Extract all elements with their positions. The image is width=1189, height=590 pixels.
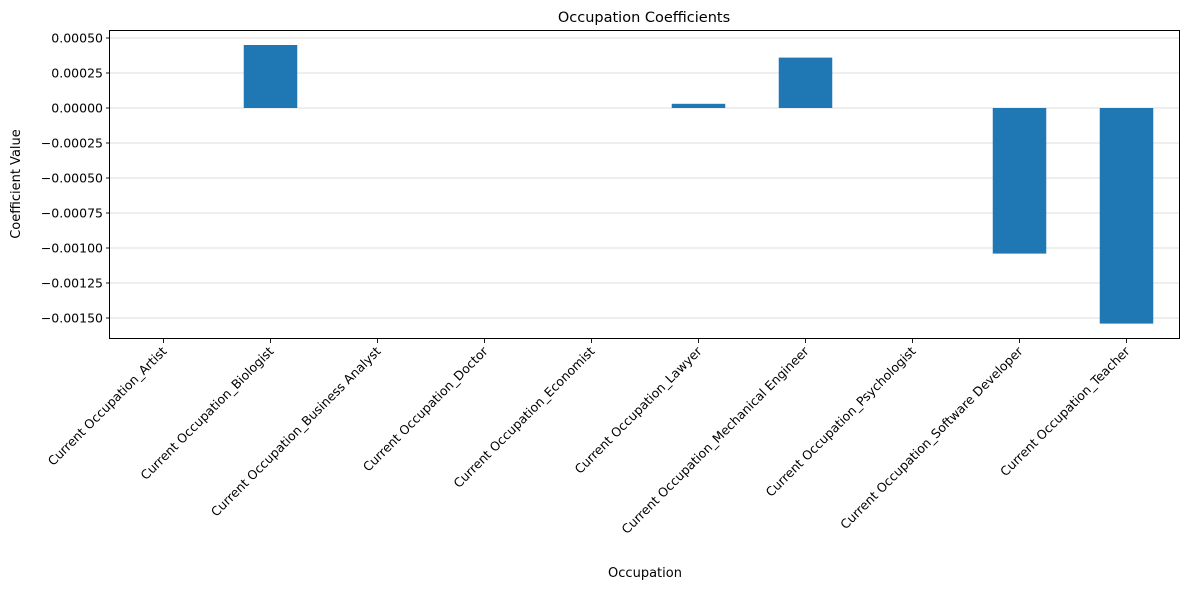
y-tick-label: 0.00000 [51, 101, 103, 116]
bar [992, 108, 1047, 254]
y-tick-label: −0.00125 [41, 276, 103, 291]
y-tick-label: −0.00050 [41, 171, 103, 186]
y-tick-label: −0.00150 [41, 311, 103, 326]
bars [243, 45, 1154, 324]
y-axis-label: Coefficient Value [9, 129, 24, 239]
x-tick-label: Current Occupation_Teacher [997, 343, 1133, 479]
plot-frame [109, 30, 1180, 339]
chart-title: Occupation Coefficients [558, 10, 730, 26]
x-tick-label: Current Occupation_Doctor [360, 343, 491, 474]
x-tick-label: Current Occupation_Artist [45, 343, 170, 468]
x-tick-label: Current Occupation_Software Developer [837, 343, 1026, 532]
x-axis-ticks: Current Occupation_Artist Current Occupat… [45, 339, 1133, 537]
x-tick-label: Current Occupation_Business Analyst [208, 343, 384, 519]
bar [671, 103, 726, 108]
bar [778, 57, 833, 108]
y-axis-ticks: 0.00050 0.00025 0.00000 −0.00025 −0.00050 −0.… [41, 31, 110, 326]
x-axis-label: Occupation [608, 566, 682, 581]
y-tick-label: 0.00025 [51, 66, 103, 81]
bar [243, 45, 298, 108]
bar [1099, 108, 1154, 324]
y-tick-label: −0.00075 [41, 206, 103, 221]
x-tick-label: Current Occupation_Mechanical Engineer [618, 343, 812, 537]
y-tick-label: −0.00025 [41, 136, 103, 151]
y-tick-label: −0.00100 [41, 241, 103, 256]
x-tick-label: Current Occupation_Lawyer [571, 343, 705, 477]
y-tick-label: 0.00050 [51, 31, 103, 46]
